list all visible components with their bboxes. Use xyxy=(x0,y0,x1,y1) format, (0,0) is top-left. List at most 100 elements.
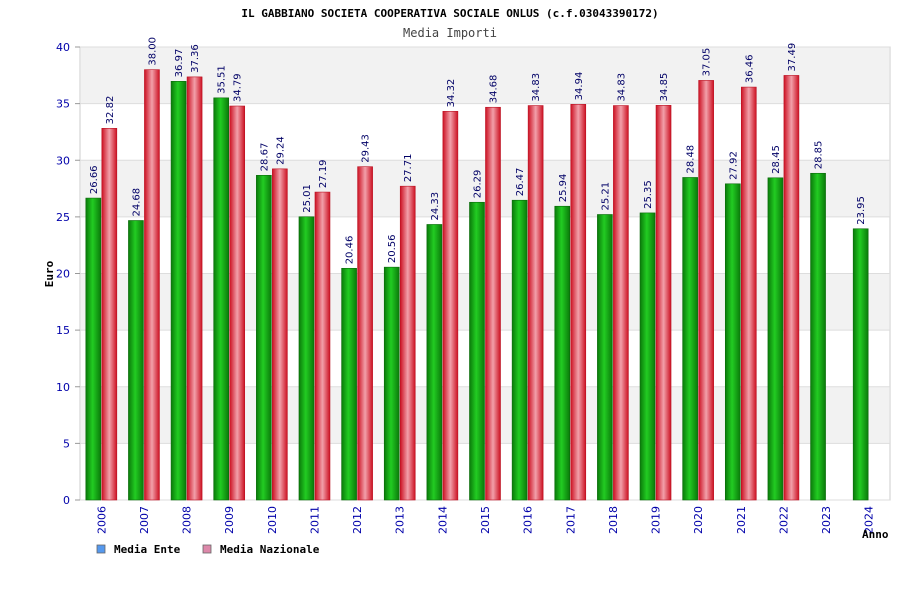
x-tick-label: 2010 xyxy=(266,506,279,534)
x-tick-label: 2008 xyxy=(181,506,194,534)
legend-swatch xyxy=(96,544,106,554)
y-tick-label: 40 xyxy=(56,41,70,54)
data-label: 20.46 xyxy=(345,236,356,265)
bar xyxy=(698,80,714,501)
x-tick-label: 2015 xyxy=(479,506,492,534)
y-tick-label: 35 xyxy=(56,98,70,111)
bar xyxy=(272,168,288,501)
bar xyxy=(383,266,400,501)
y-tick-label: 10 xyxy=(56,381,70,394)
bar xyxy=(597,214,613,501)
bar xyxy=(426,224,443,501)
chart-subtitle: Media Importi xyxy=(403,26,497,40)
data-label: 20.56 xyxy=(387,235,398,264)
data-label: 34.83 xyxy=(531,73,542,102)
data-label: 37.49 xyxy=(787,43,798,72)
bar xyxy=(740,86,757,501)
y-tick-label: 25 xyxy=(56,211,70,224)
y-tick-label: 20 xyxy=(56,268,70,281)
bar xyxy=(682,177,698,501)
bar xyxy=(655,105,672,501)
data-label: 24.68 xyxy=(131,188,142,217)
bar xyxy=(101,128,118,501)
y-tick-label: 0 xyxy=(63,494,70,507)
bar xyxy=(399,185,416,501)
data-label: 34.32 xyxy=(446,79,457,108)
data-label: 27.19 xyxy=(318,159,329,188)
data-label: 37.36 xyxy=(190,44,201,73)
bar xyxy=(783,75,800,501)
data-label: 26.66 xyxy=(89,165,100,194)
x-tick-label: 2024 xyxy=(863,506,876,534)
data-label: 35.51 xyxy=(217,65,228,94)
bars xyxy=(85,69,869,501)
data-labels: 26.66 32.82 24.68 38.00 36.97 37.36 35.51 34.79… xyxy=(89,37,867,264)
data-label: 28.85 xyxy=(814,141,825,170)
x-tick-label: 2011 xyxy=(308,506,321,534)
data-label: 24.33 xyxy=(430,192,441,221)
data-label: 34.94 xyxy=(574,72,585,101)
data-label: 38.00 xyxy=(147,37,158,66)
data-label: 37.05 xyxy=(702,48,713,77)
y-tick-label: 5 xyxy=(63,437,70,450)
x-tick-label: 2017 xyxy=(564,506,577,534)
bar xyxy=(724,183,741,501)
x-tick-label: 2012 xyxy=(351,506,364,534)
bar xyxy=(485,106,501,501)
bar xyxy=(144,69,160,501)
bar xyxy=(229,105,246,501)
data-label: 28.45 xyxy=(771,145,782,174)
bar xyxy=(357,166,373,501)
x-tick-label: 2019 xyxy=(650,506,663,534)
data-label: 29.43 xyxy=(361,134,372,163)
bar xyxy=(213,97,230,501)
y-tick-label: 30 xyxy=(56,154,70,167)
legend-swatch xyxy=(202,544,212,554)
data-label: 28.48 xyxy=(686,145,697,174)
x-axis-label: Anno xyxy=(862,528,889,541)
data-label: 32.82 xyxy=(105,96,116,125)
bar xyxy=(570,104,587,501)
x-tick-label: 2009 xyxy=(223,506,236,534)
x-tick-label: 2020 xyxy=(692,506,705,534)
x-tick-label: 2022 xyxy=(777,506,790,534)
bar xyxy=(170,81,187,501)
data-label: 27.71 xyxy=(403,154,414,183)
bar xyxy=(442,111,459,501)
legend-label: Media Nazionale xyxy=(220,543,320,556)
bar xyxy=(554,205,571,501)
x-tick-label: 2013 xyxy=(394,506,407,534)
legend: Media Ente Media Nazionale xyxy=(96,543,320,556)
data-label: 27.92 xyxy=(728,151,739,180)
bar xyxy=(341,267,357,501)
chart-title: IL GABBIANO SOCIETA COOPERATIVA SOCIALE … xyxy=(241,7,658,20)
data-label: 34.85 xyxy=(659,73,670,102)
bar xyxy=(613,105,629,501)
x-tick-label: 2006 xyxy=(95,506,108,534)
data-label: 34.79 xyxy=(233,73,244,102)
bar xyxy=(85,197,102,501)
legend-label: Media Ente xyxy=(114,543,181,556)
data-label: 36.46 xyxy=(744,54,755,83)
bar xyxy=(852,228,869,501)
bar xyxy=(511,199,528,501)
data-label: 26.29 xyxy=(473,170,484,199)
data-label: 36.97 xyxy=(174,49,185,78)
data-label: 29.24 xyxy=(275,136,286,165)
x-tick-label: 2021 xyxy=(735,506,748,534)
x-tick-label: 2018 xyxy=(607,506,620,534)
bar xyxy=(639,212,656,501)
x-axis-ticks: 2006 2007 2008 2009 2010 2011 2012 2013 2014 2015… xyxy=(95,506,875,534)
x-tick-label: 2007 xyxy=(138,506,151,534)
bar xyxy=(527,105,544,501)
bar xyxy=(314,191,331,501)
data-label: 25.01 xyxy=(302,184,313,213)
data-label: 23.95 xyxy=(856,196,867,225)
y-axis-ticks: 0 5 10 15 20 25 30 35 40 xyxy=(56,41,80,507)
data-label: 25.35 xyxy=(643,180,654,209)
bar xyxy=(469,201,485,501)
x-tick-label: 2023 xyxy=(820,506,833,534)
data-label: 34.83 xyxy=(616,73,627,102)
data-label: 26.47 xyxy=(515,168,526,197)
